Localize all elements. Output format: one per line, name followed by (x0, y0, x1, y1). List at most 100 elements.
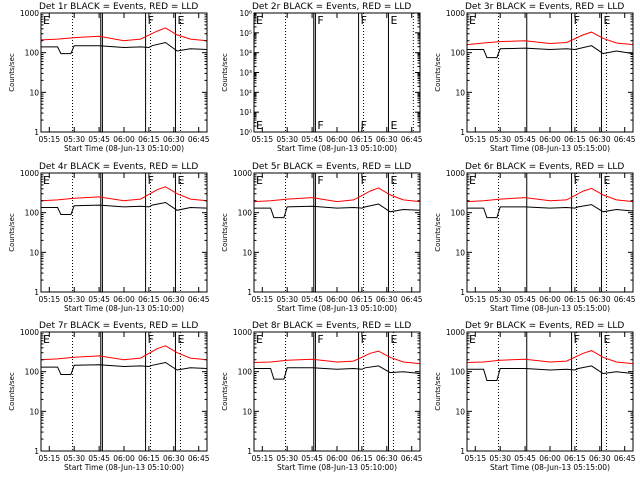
region-marker: E (256, 333, 263, 346)
chart-panel: Det 1r BLACK = Events, RED = LLD 1 10 100 10… (8, 2, 210, 153)
y-tick-label: 10² (239, 88, 252, 97)
x-tick-label: 06:45 (188, 295, 210, 304)
region-marker: E (469, 333, 476, 346)
region-marker: F (317, 333, 323, 346)
x-tick-label: 06:15 (564, 454, 586, 463)
x-tick-label: 05:15 (251, 135, 273, 144)
x-tick-label: 06:30 (589, 135, 611, 144)
x-tick-label: 06:30 (163, 295, 185, 304)
plot-frame (466, 12, 634, 133)
chart-title: Det 2r BLACK = Events, RED = LLD (252, 2, 411, 12)
chart-title: Det 9r BLACK = Events, RED = LLD (465, 321, 624, 331)
region-marker: F (148, 174, 154, 187)
x-tick-label: 05:45 (88, 454, 110, 463)
y-tick-label: 1 (460, 288, 465, 297)
x-axis-label: Start Time (08-Jun-13 05:10:00) (64, 304, 184, 313)
series-line (41, 41, 208, 55)
series-line (40, 345, 208, 361)
region-marker: E (43, 174, 50, 187)
region-marker: E (43, 333, 50, 346)
x-tick-label: 06:45 (401, 454, 423, 463)
region-marker: E (469, 174, 476, 187)
x-tick-label: 06:45 (614, 135, 636, 144)
x-tick-label: 05:30 (489, 454, 511, 463)
series-line (41, 361, 208, 375)
region-marker: E (390, 333, 397, 346)
x-tick-label: 06:30 (163, 454, 185, 463)
region-marker: F (361, 333, 367, 346)
y-tick-label: 100 (451, 49, 466, 58)
y-axis-label: Counts/sec (434, 53, 442, 92)
region-marker: E (469, 14, 476, 27)
y-axis-label: Counts/sec (8, 372, 16, 411)
x-tick-label: 05:45 (514, 135, 536, 144)
y-tick-label: 10 (455, 248, 465, 257)
y-tick-label: 10 (455, 88, 465, 97)
chart-title: Det 6r BLACK = Events, RED = LLD (465, 162, 624, 172)
x-tick-label: 05:15 (251, 295, 273, 304)
y-tick-label: 1 (247, 447, 252, 456)
y-tick-label: 1 (460, 128, 465, 137)
region-marker: F (361, 14, 367, 27)
chart-title: Det 5r BLACK = Events, RED = LLD (252, 162, 411, 172)
x-tick-label: 05:30 (276, 454, 298, 463)
y-tick-label: 10³ (239, 69, 252, 78)
x-tick-label: 06:30 (376, 295, 398, 304)
region-marker: E (256, 14, 263, 27)
series-line (253, 187, 421, 203)
x-tick-label: 06:30 (376, 454, 398, 463)
x-axis-label: Start Time (08-Jun-13 05:10:00) (277, 144, 397, 153)
x-tick-label: 06:45 (614, 295, 636, 304)
region-marker: F (574, 333, 580, 346)
x-tick-label: 06:15 (564, 135, 586, 144)
x-axis-label: Start Time (08-Jun-13 05:15:00) (490, 304, 610, 313)
x-tick-label: 06:45 (401, 135, 423, 144)
y-tick-label: 100 (451, 368, 466, 377)
y-tick-label: 10 (455, 407, 465, 416)
plot-frame (466, 331, 634, 452)
series-line (40, 27, 208, 42)
y-tick-label: 100 (238, 368, 253, 377)
series-line (40, 186, 208, 202)
y-tick-label: 1 (34, 128, 39, 137)
region-marker: E (256, 119, 263, 132)
y-tick-label: 1 (34, 447, 39, 456)
y-tick-label: 1000 (20, 9, 39, 18)
x-tick-label: 06:00 (539, 135, 561, 144)
chart-title: Det 4r BLACK = Events, RED = LLD (39, 162, 198, 172)
chart-panel: Det 2r BLACK = Events, RED = LLD 10⁰ 10¹ 10… (221, 2, 423, 153)
x-tick-label: 06:15 (138, 454, 160, 463)
chart-panel: Det 5r BLACK = Events, RED = LLD 1 10 100 10… (221, 162, 423, 313)
x-axis-label: Start Time (08-Jun-13 05:15:00) (490, 144, 610, 153)
y-axis-label: Counts/sec (221, 372, 229, 411)
series-line (466, 187, 634, 203)
chart-title: Det 7r BLACK = Events, RED = LLD (39, 321, 198, 331)
x-tick-label: 06:00 (113, 135, 135, 144)
region-marker: E (177, 174, 184, 187)
plot-frame (40, 12, 208, 133)
x-tick-label: 05:30 (63, 135, 85, 144)
x-tick-label: 06:00 (326, 135, 348, 144)
x-tick-label: 05:30 (63, 295, 85, 304)
x-axis-label: Start Time (08-Jun-13 05:10:00) (64, 144, 184, 153)
region-marker: F (148, 14, 154, 27)
x-tick-label: 05:30 (276, 295, 298, 304)
x-tick-label: 05:30 (276, 135, 298, 144)
y-tick-label: 10⁰ (239, 128, 252, 137)
region-marker: E (177, 333, 184, 346)
x-axis-label: Start Time (08-Jun-13 05:10:00) (277, 304, 397, 313)
y-tick-label: 100 (238, 209, 253, 218)
x-tick-label: 05:15 (38, 295, 60, 304)
y-tick-label: 10 (29, 88, 39, 97)
x-axis-label: Start Time (08-Jun-13 05:10:00) (277, 463, 397, 472)
x-tick-label: 06:00 (113, 295, 135, 304)
x-tick-label: 06:45 (401, 295, 423, 304)
y-tick-label: 1 (247, 288, 252, 297)
y-axis-label: Counts/sec (434, 213, 442, 252)
region-marker: E (603, 14, 610, 27)
x-tick-label: 06:00 (326, 295, 348, 304)
y-axis-label: Counts/sec (221, 213, 229, 252)
y-tick-label: 10 (242, 407, 252, 416)
region-marker: F (317, 119, 323, 132)
